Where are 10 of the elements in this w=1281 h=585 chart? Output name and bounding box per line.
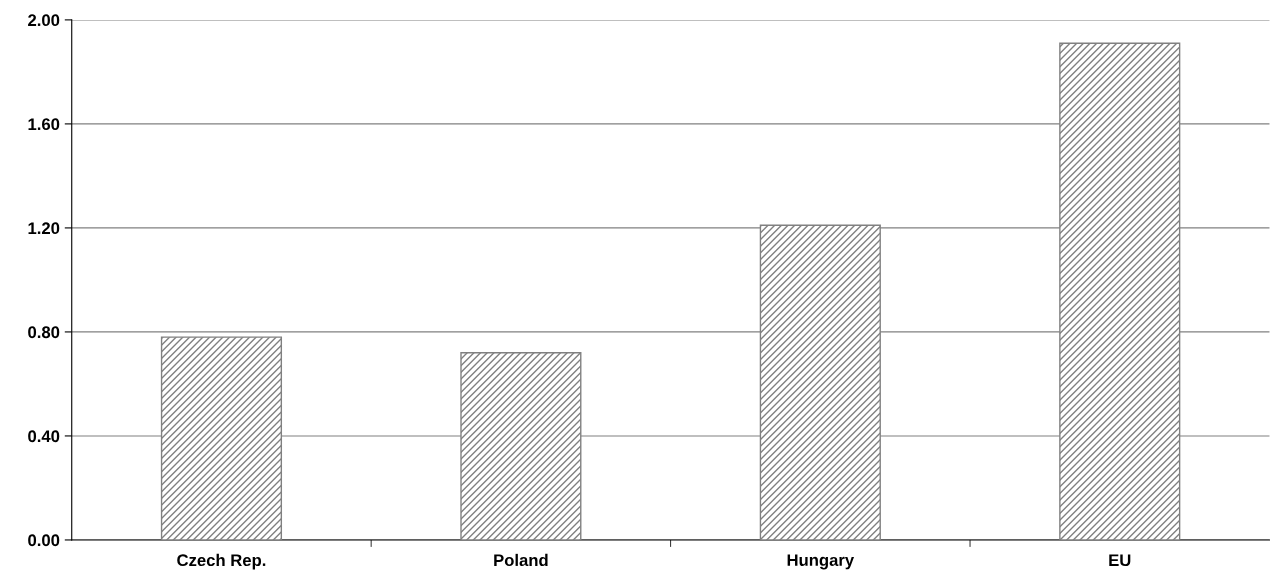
y-tick-label: 0.40 [28,430,60,443]
y-tick-label: 1.20 [28,222,60,235]
x-tick-label: Hungary [787,554,855,570]
y-tick-label: 1.60 [28,118,60,131]
x-tick-label: EU [1109,554,1131,567]
y-tick-label: 2.00 [28,14,60,27]
y-tick-label: 0.00 [28,534,60,547]
y-tick-label: 0.80 [28,326,60,339]
x-tick-label: Poland [494,553,548,567]
x-tick-label: Czech Rep. [177,553,266,570]
